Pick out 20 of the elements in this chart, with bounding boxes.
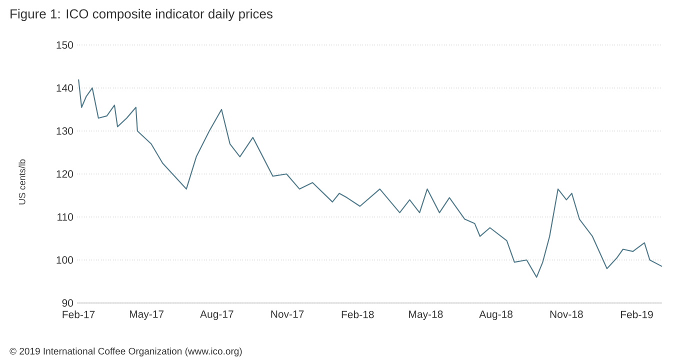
x-tick-label: May-17: [130, 310, 164, 320]
line-series: [78, 78, 663, 278]
y-tick-label: 90: [62, 299, 74, 307]
y-tick-label: 100: [56, 256, 74, 264]
x-tick-label: Nov-18: [550, 310, 583, 318]
x-tick-label: Feb-17: [62, 310, 95, 318]
x-tick-label: Nov-17: [271, 310, 304, 318]
chart-title: Figure 1: ICO composite indicator daily prices: [10, 8, 273, 22]
x-tick-label: Aug-18: [479, 310, 513, 320]
y-tick-label: 120: [56, 170, 74, 178]
x-tick-label: Feb-19: [621, 310, 653, 318]
y-tick-label: 140: [56, 84, 74, 92]
y-axis-title: US cents/lb: [18, 159, 26, 204]
x-tick-label: May-18: [409, 310, 443, 320]
y-tick-label: 110: [58, 213, 74, 221]
x-tick-label: Feb-18: [342, 310, 374, 318]
y-tick-label: 150: [56, 41, 74, 49]
y-tick-label: 130: [56, 127, 74, 135]
x-tick-label: Aug-17: [200, 310, 234, 320]
text: © 2019 International Coffee Organization (www.ico.org): [10, 348, 242, 356]
